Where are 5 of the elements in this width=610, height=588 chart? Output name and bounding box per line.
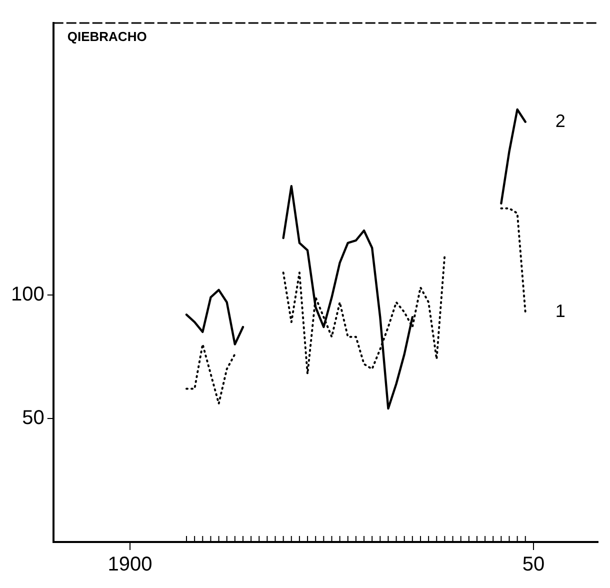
x-tick-label: 1900 <box>108 554 152 576</box>
series-label: 1 <box>555 301 566 322</box>
y-tick-label: 100 <box>10 283 44 306</box>
text: QIEBRACHO <box>67 29 147 44</box>
series-label: 2 <box>555 110 566 131</box>
